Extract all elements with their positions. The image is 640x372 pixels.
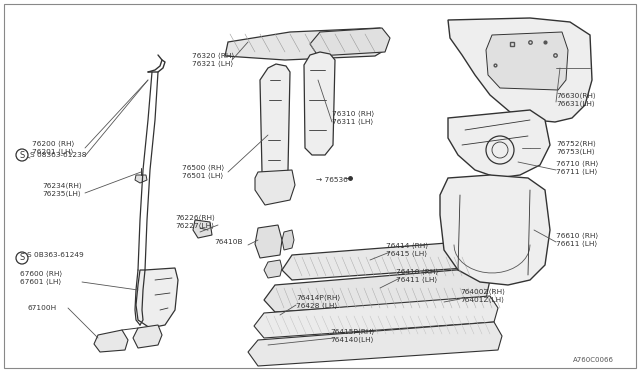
Polygon shape (448, 18, 592, 122)
Text: 76200 ⟨RH⟩
76201 ⟨LH⟩: 76200 ⟨RH⟩ 76201 ⟨LH⟩ (32, 141, 74, 155)
Polygon shape (133, 325, 162, 348)
Text: S: S (19, 253, 24, 263)
Text: 76415P⟨RH⟩
764140⟨LH⟩: 76415P⟨RH⟩ 764140⟨LH⟩ (330, 329, 374, 343)
Polygon shape (94, 330, 128, 352)
Text: 76752⟨RH⟩
76753⟨LH⟩: 76752⟨RH⟩ 76753⟨LH⟩ (556, 141, 596, 155)
Text: 76710 ⟨RH⟩
76711 ⟨LH⟩: 76710 ⟨RH⟩ 76711 ⟨LH⟩ (556, 161, 598, 175)
Text: 76414 ⟨RH⟩
76415 ⟨LH⟩: 76414 ⟨RH⟩ 76415 ⟨LH⟩ (386, 243, 428, 257)
Polygon shape (254, 296, 498, 338)
Polygon shape (282, 230, 294, 250)
Text: 76414P⟨RH⟩
76428 ⟨LH⟩: 76414P⟨RH⟩ 76428 ⟨LH⟩ (296, 295, 340, 309)
Text: 76400Z⟨RH⟩
76401Z⟨LH⟩: 76400Z⟨RH⟩ 76401Z⟨LH⟩ (460, 289, 505, 303)
Text: S 08363-61238: S 08363-61238 (30, 152, 86, 158)
Polygon shape (255, 170, 295, 205)
Text: 76630⟨RH⟩
76631⟨LH⟩: 76630⟨RH⟩ 76631⟨LH⟩ (556, 93, 596, 107)
Text: 67100H: 67100H (28, 305, 57, 311)
Polygon shape (255, 225, 282, 258)
Polygon shape (264, 268, 490, 312)
Text: 76310 ⟨RH⟩
76311 ⟨LH⟩: 76310 ⟨RH⟩ 76311 ⟨LH⟩ (332, 111, 374, 125)
Text: S 0B363-61249: S 0B363-61249 (27, 252, 84, 258)
Text: 76500 ⟨RH⟩
76501 ⟨LH⟩: 76500 ⟨RH⟩ 76501 ⟨LH⟩ (182, 165, 224, 179)
Polygon shape (135, 175, 147, 183)
Text: 76234⟨RH⟩
76235⟨LH⟩: 76234⟨RH⟩ 76235⟨LH⟩ (42, 183, 82, 197)
Polygon shape (440, 175, 550, 285)
Text: → 76536: → 76536 (316, 177, 348, 183)
Text: 76410 ⟨RH⟩
76411 ⟨LH⟩: 76410 ⟨RH⟩ 76411 ⟨LH⟩ (396, 269, 438, 283)
Polygon shape (448, 110, 550, 178)
Text: 67600 ⟨RH⟩
67601 ⟨LH⟩: 67600 ⟨RH⟩ 67601 ⟨LH⟩ (20, 271, 62, 285)
Text: 76410B: 76410B (214, 239, 243, 245)
Text: S: S (19, 151, 24, 160)
Polygon shape (264, 260, 282, 278)
Polygon shape (310, 28, 390, 56)
Text: 76320 ⟨RH⟩
76321 ⟨LH⟩: 76320 ⟨RH⟩ 76321 ⟨LH⟩ (192, 53, 234, 67)
Polygon shape (282, 242, 468, 280)
Text: A760C0066: A760C0066 (573, 357, 614, 363)
Text: 76226⟨RH⟩
76227⟨LH⟩: 76226⟨RH⟩ 76227⟨LH⟩ (175, 215, 215, 229)
Polygon shape (260, 64, 290, 178)
Polygon shape (193, 220, 212, 238)
Polygon shape (136, 268, 178, 328)
Polygon shape (225, 28, 388, 60)
Polygon shape (304, 52, 335, 155)
Text: 76610 ⟨RH⟩
76611 ⟨LH⟩: 76610 ⟨RH⟩ 76611 ⟨LH⟩ (556, 233, 598, 247)
Polygon shape (486, 32, 568, 90)
Polygon shape (248, 322, 502, 366)
